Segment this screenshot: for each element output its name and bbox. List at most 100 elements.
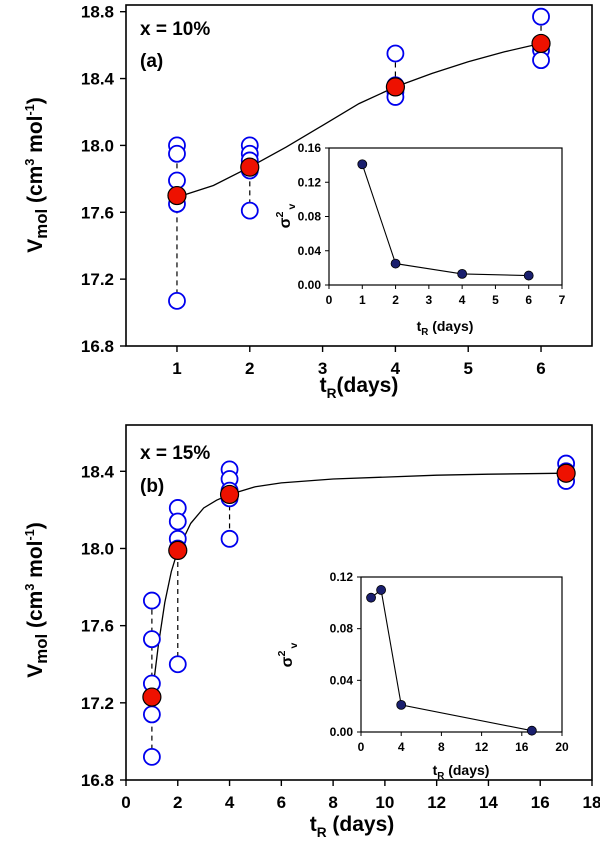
x-tick-label: 8 — [328, 793, 337, 812]
x-tick-label: 14 — [479, 793, 498, 812]
x-tick-label: 5 — [463, 359, 472, 378]
data-point-individual — [168, 291, 186, 310]
inset-y-tick-label: 0.04 — [330, 673, 354, 687]
inset-x-tick-label: 1 — [359, 293, 366, 307]
inset-x-tick-label: 7 — [559, 293, 566, 307]
inset-x-tick-label: 8 — [438, 740, 445, 754]
inset-y-tick-label: 0.16 — [298, 141, 322, 155]
inset-data-point — [390, 258, 401, 269]
x-tick-label: 6 — [277, 793, 286, 812]
inset-line — [361, 164, 529, 277]
inset-data-point — [376, 585, 387, 595]
data-point-individual — [532, 7, 550, 26]
x-tick-label: 2 — [245, 359, 254, 378]
inset-x-tick-label: 0 — [326, 293, 333, 307]
y-tick-label: 18.4 — [81, 70, 115, 89]
data-point-individual — [168, 655, 187, 674]
x-tick-label: 10 — [375, 793, 394, 812]
inset-x-axis-title: tR (days) — [433, 762, 490, 782]
data-point-individual — [532, 51, 550, 70]
inset-y-tick-label: 0.12 — [330, 570, 354, 584]
inset-y-tick-label: 0.08 — [330, 622, 354, 636]
inset-y-tick-label: 0.08 — [298, 210, 322, 224]
fit-curve — [176, 42, 542, 198]
inset-frame — [328, 147, 563, 286]
inset-x-tick-label: 0 — [358, 740, 365, 754]
inset-x-tick-label: 3 — [426, 293, 433, 307]
inset-x-tick-label: 4 — [398, 740, 405, 754]
y-tick-label: 17.2 — [81, 270, 114, 289]
data-point-individual — [142, 630, 161, 649]
y-tick-label: 17.2 — [81, 694, 114, 713]
y-tick-label: 18.0 — [81, 539, 114, 558]
inset-line — [370, 588, 533, 732]
data-point-individual — [168, 512, 187, 531]
data-point-mean — [556, 463, 576, 483]
inset-x-axis-title: tR (days) — [417, 318, 474, 338]
data-point-mean — [531, 33, 551, 54]
inset-data-point — [523, 270, 534, 281]
inset-data-point — [457, 268, 468, 279]
y-tick-label: 18.0 — [81, 136, 114, 155]
y-tick-label: 16.8 — [81, 337, 114, 356]
data-point-mean — [385, 77, 406, 97]
y-axis-title: Vmol (cm3 mol-1) — [23, 522, 51, 677]
inset-y-tick-label: 0.00 — [330, 725, 354, 739]
x-tick-label: 4 — [391, 359, 401, 378]
x-tick-label: 2 — [173, 793, 182, 812]
inset-x-tick-label: 5 — [492, 293, 499, 307]
x-tick-label: 16 — [531, 793, 550, 812]
x-axis-title: tR(days) — [320, 374, 399, 401]
y-tick-label: 17.6 — [81, 203, 114, 222]
y-axis-title: Vmol (cm3 mol-1) — [23, 97, 51, 252]
inset-y-axis-title: σ2v — [274, 204, 298, 229]
data-point-individual — [240, 201, 259, 220]
inset-y-tick-label: 0.00 — [298, 278, 322, 292]
x-axis-title: tR (days) — [310, 813, 395, 840]
chart-panel-b: 0 2 4 6 8 10 12 14 16 18 16.8 17.2 17.6 18.0 18.4 x = 1… — [23, 424, 600, 840]
x-tick-label: 6 — [536, 359, 545, 378]
inset-y-tick-label: 0.12 — [298, 175, 322, 189]
data-point-mean — [167, 185, 187, 206]
x-tick-label: 3 — [318, 359, 327, 378]
data-point-mean — [168, 540, 188, 561]
plot-frame — [125, 424, 593, 781]
inset-frame — [360, 576, 563, 733]
data-point-mean — [142, 687, 162, 707]
plot-frame — [125, 4, 593, 347]
inset-data-point — [366, 592, 376, 603]
y-tick-label: 18.8 — [81, 3, 114, 22]
inset-x-tick-label: 12 — [475, 740, 489, 754]
data-point-individual — [168, 144, 186, 163]
inset-chart: 0 1 2 3 4 5 6 7 0.00 0.04 0.08 0.12 0.16 tR (days) σ2v — [274, 141, 566, 338]
x-tick-label: 12 — [427, 793, 446, 812]
inset-x-tick-label: 16 — [515, 740, 529, 754]
panel-label: (b) — [140, 476, 164, 497]
x-tick-label: 0 — [121, 793, 130, 812]
inset-chart: 0 4 8 12 16 20 0.00 0.04 0.08 0.12 tR (days) σ2v — [276, 570, 569, 782]
data-point-mean — [219, 484, 240, 505]
x-tick-label: 18 — [583, 793, 600, 812]
data-point-mean — [240, 157, 260, 177]
chart-panel-a: 1 2 3 4 5 6 16.8 17.2 17.6 18.0 18.4 18.8 x = 10% (a)… — [23, 3, 593, 401]
composition-label: x = 10% — [140, 19, 210, 40]
inset-x-tick-label: 2 — [392, 293, 399, 307]
data-point-individual — [142, 747, 161, 766]
inset-y-axis-title: σ2v — [276, 643, 300, 668]
inset-data-point — [396, 699, 407, 710]
inset-x-tick-label: 20 — [555, 740, 569, 754]
data-point-individual — [142, 705, 161, 724]
data-point-individual — [142, 591, 161, 610]
y-tick-label: 18.4 — [81, 462, 115, 481]
composition-label: x = 15% — [140, 443, 210, 464]
inset-data-point — [357, 159, 368, 170]
inset-y-tick-label: 0.04 — [298, 244, 322, 258]
x-tick-label: 1 — [172, 359, 181, 378]
inset-data-point — [526, 725, 537, 736]
data-point-individual — [386, 44, 405, 63]
y-tick-label: 16.8 — [81, 771, 114, 790]
y-tick-label: 17.6 — [81, 617, 114, 636]
inset-x-tick-label: 6 — [525, 293, 532, 307]
data-point-individual — [220, 529, 239, 548]
